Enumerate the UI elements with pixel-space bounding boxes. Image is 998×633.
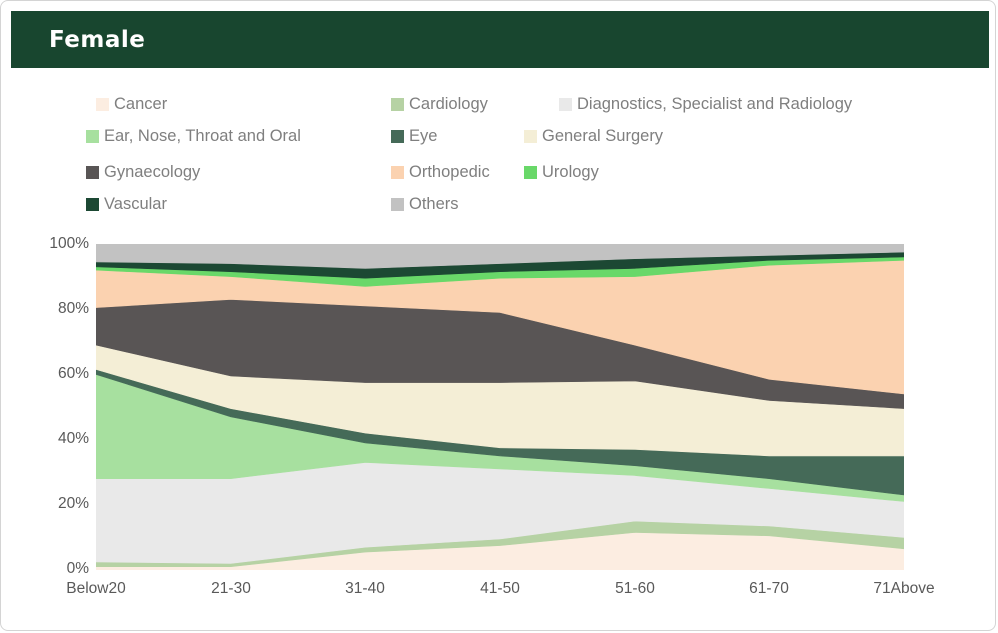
y-tick-80: 80%	[57, 300, 89, 317]
legend-label-vascular: Vascular	[104, 194, 167, 213]
stacked-area-plot	[96, 244, 904, 570]
legend-item-general-surgery: General Surgery	[524, 125, 663, 147]
area-others	[96, 244, 904, 269]
legend-swatch-vascular	[86, 197, 99, 211]
legend-item-gynaecology: Gynaecology	[86, 161, 200, 183]
legend-swatch-eye	[391, 129, 404, 143]
x-tick-31-40: 31-40	[345, 580, 385, 597]
y-tick-100: 100%	[49, 235, 89, 252]
legend-label-general-surgery: General Surgery	[542, 126, 664, 145]
chart-header: Female	[11, 11, 989, 68]
legend-swatch-general-surgery	[524, 129, 537, 143]
y-tick-20: 20%	[57, 495, 89, 512]
legend-item-vascular: Vascular	[86, 193, 167, 215]
legend-swatch-urology	[524, 165, 537, 179]
legend-item-diagnostics: Diagnostics, Specialist and Radiology	[559, 93, 852, 115]
legend-label-diagnostics: Diagnostics, Specialist and Radiology	[577, 94, 853, 113]
legend-item-cancer: Cancer	[96, 93, 167, 115]
legend-label-gynaecology: Gynaecology	[104, 162, 201, 181]
plot-svg	[96, 244, 904, 570]
legend-swatch-others	[391, 197, 404, 211]
y-tick-40: 40%	[57, 430, 89, 447]
x-tick-21-30: 21-30	[211, 580, 251, 597]
legend-label-others: Others	[409, 194, 459, 213]
legend-label-ent: Ear, Nose, Throat and Oral	[104, 126, 301, 145]
y-tick-0: 0%	[66, 560, 89, 577]
legend-swatch-diagnostics	[559, 97, 572, 111]
legend-label-orthopedic: Orthopedic	[409, 162, 490, 181]
x-tick-below20: Below20	[66, 580, 126, 597]
legend-item-eye: Eye	[391, 125, 437, 147]
y-tick-60: 60%	[57, 365, 89, 382]
x-tick-61-70: 61-70	[749, 580, 789, 597]
legend-swatch-gynaecology	[86, 165, 99, 179]
legend-swatch-ent	[86, 129, 99, 143]
legend-item-urology: Urology	[524, 161, 599, 183]
legend-label-cardiology: Cardiology	[409, 94, 488, 113]
x-tick-51-60: 51-60	[615, 580, 655, 597]
legend-item-others: Others	[391, 193, 459, 215]
legend-item-ent: Ear, Nose, Throat and Oral	[86, 125, 301, 147]
chart-title: Female	[49, 26, 146, 53]
legend-swatch-cancer	[96, 97, 109, 111]
legend-item-cardiology: Cardiology	[391, 93, 488, 115]
legend-swatch-cardiology	[391, 97, 404, 111]
x-tick-41-50: 41-50	[480, 580, 520, 597]
legend-label-eye: Eye	[409, 126, 438, 145]
legend-label-urology: Urology	[542, 162, 599, 181]
legend-item-orthopedic: Orthopedic	[391, 161, 490, 183]
legend-label-cancer: Cancer	[114, 94, 168, 113]
x-tick-71above: 71Above	[873, 580, 935, 597]
legend-swatch-orthopedic	[391, 165, 404, 179]
